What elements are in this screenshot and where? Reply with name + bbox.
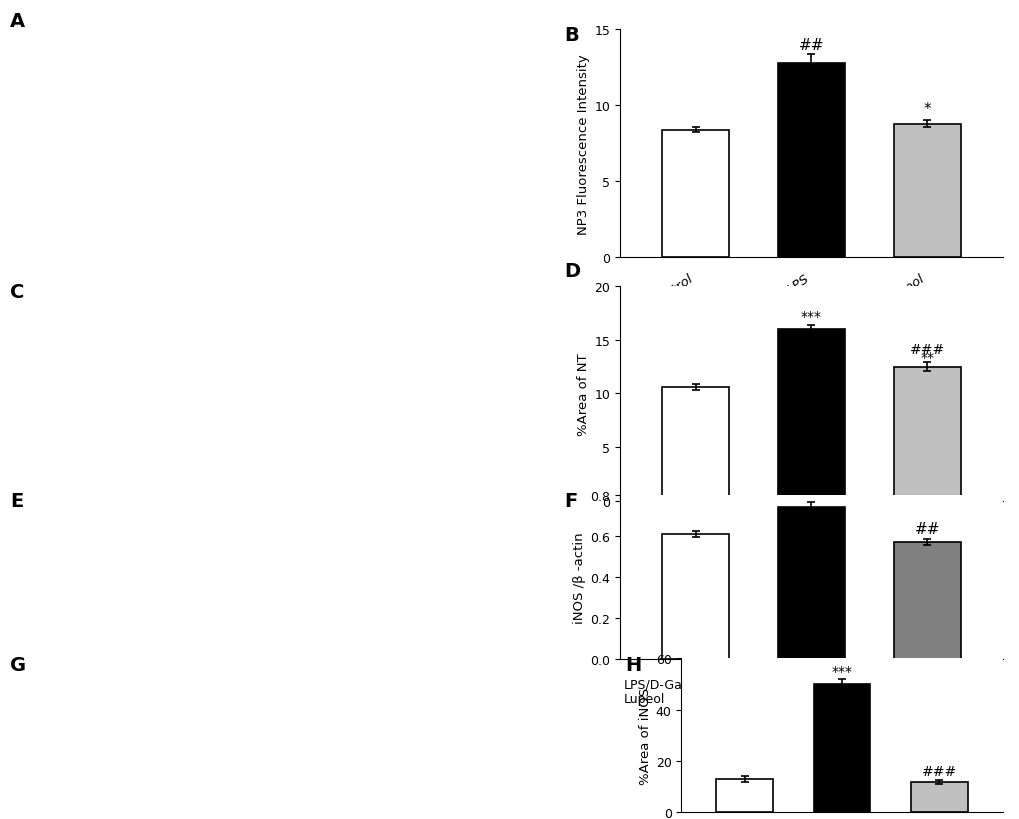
Text: -: - (693, 536, 697, 549)
Bar (777, 508, 844, 659)
Text: *: * (922, 102, 930, 117)
Bar (893, 542, 960, 659)
Y-axis label: iNOS /β -actin: iNOS /β -actin (573, 532, 586, 623)
Bar (661, 534, 729, 659)
Text: ###: ### (921, 764, 956, 778)
Text: -: - (693, 692, 697, 705)
Text: C: C (10, 283, 24, 301)
Text: LPS/D-GalN: LPS/D-GalN (623, 677, 695, 690)
Bar (893, 367, 960, 501)
Text: +: + (921, 677, 932, 690)
Text: A: A (10, 12, 25, 31)
Text: D: D (564, 262, 580, 281)
Bar (661, 130, 729, 258)
Text: F: F (564, 491, 577, 510)
Bar (893, 124, 960, 258)
Text: ###: ### (909, 342, 944, 356)
Bar (715, 779, 772, 812)
Text: LPS: LPS (784, 272, 811, 296)
Text: H: H (625, 655, 641, 674)
Y-axis label: %Area of iNOS: %Area of iNOS (638, 687, 651, 784)
Text: -: - (808, 536, 813, 549)
Text: LPS/D-GalN: LPS/D-GalN (623, 521, 695, 533)
Text: *: * (807, 486, 814, 500)
Text: G: G (10, 655, 26, 674)
Text: E: E (10, 491, 23, 510)
Text: +: + (805, 521, 816, 533)
Text: Control: Control (648, 272, 695, 310)
Text: -: - (693, 677, 697, 690)
Text: -: - (693, 521, 697, 533)
Text: Lupeol: Lupeol (623, 536, 664, 549)
Bar (777, 64, 844, 258)
Y-axis label: %Area of NT: %Area of NT (577, 353, 590, 435)
Y-axis label: NP3 Fluorescence Intensity: NP3 Fluorescence Intensity (577, 54, 590, 234)
Text: +: + (921, 536, 932, 549)
Text: -: - (808, 692, 813, 705)
Bar (661, 387, 729, 501)
Bar (910, 781, 967, 812)
Text: **: ** (919, 351, 933, 365)
Text: +: + (921, 692, 932, 705)
Text: LPS+Lupeol: LPS+Lupeol (854, 272, 926, 328)
Text: +: + (805, 677, 816, 690)
Text: ##: ## (798, 38, 823, 53)
Text: Lupeol: Lupeol (623, 692, 664, 705)
Text: ##: ## (914, 522, 940, 536)
Text: ***: *** (800, 309, 821, 324)
Text: ***: *** (830, 663, 852, 678)
Text: B: B (564, 26, 578, 45)
Text: +: + (921, 521, 932, 533)
Bar (813, 684, 869, 812)
Bar (777, 329, 844, 501)
